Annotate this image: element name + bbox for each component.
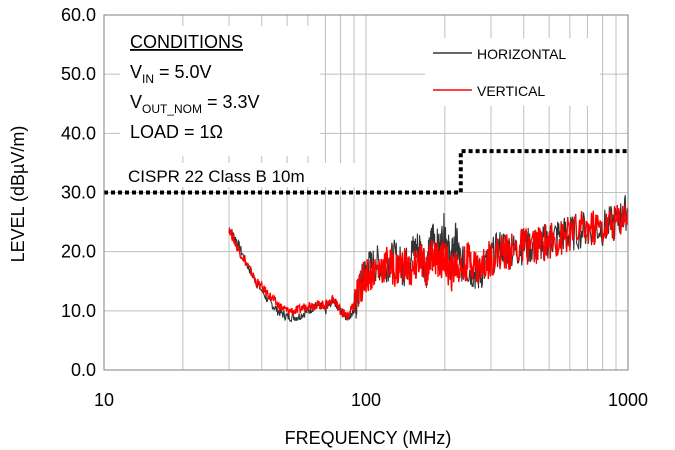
conditions-box — [120, 26, 320, 156]
y-tick-label: 20.0 — [61, 242, 96, 262]
legend-label-horizontal: HORIZONTAL — [477, 46, 566, 62]
y-tick-label: 30.0 — [61, 183, 96, 203]
cispr-limit-layer — [104, 149, 628, 195]
y-tick-label: 60.0 — [61, 5, 96, 25]
y-tick-label: 10.0 — [61, 301, 96, 321]
series-layer — [228, 195, 629, 323]
y-tick-label: 40.0 — [61, 123, 96, 143]
x-tick-labels: 10 100 1000 — [94, 390, 648, 410]
load-label: LOAD = 1Ω — [130, 122, 223, 142]
x-tick-label: 10 — [94, 390, 114, 410]
y-axis-title: LEVEL (dBµV/m) — [8, 126, 28, 263]
x-tick-label: 100 — [351, 390, 381, 410]
limit-label: CISPR 22 Class B 10m — [128, 167, 305, 186]
series-line-vertical — [228, 205, 629, 321]
cispr-limit-line — [104, 149, 628, 195]
y-tick-label: 50.0 — [61, 64, 96, 84]
vout-label: VOUT_NOM = 3.3V — [130, 92, 260, 116]
vin-label: VIN = 5.0V — [130, 62, 212, 86]
plot-frame — [103, 14, 629, 371]
x-tick-label: 1000 — [608, 390, 648, 410]
x-axis-title: FREQUENCY (MHz) — [285, 428, 452, 448]
legend-box — [425, 38, 600, 106]
limit-label-box — [120, 163, 360, 187]
legend-label-vertical: VERTICAL — [477, 83, 545, 99]
conditions-heading: CONDITIONS — [130, 32, 243, 52]
y-tick-labels: 0.0 10.0 20.0 30.0 40.0 50.0 60.0 — [61, 5, 96, 380]
y-tick-label: 0.0 — [71, 360, 96, 380]
